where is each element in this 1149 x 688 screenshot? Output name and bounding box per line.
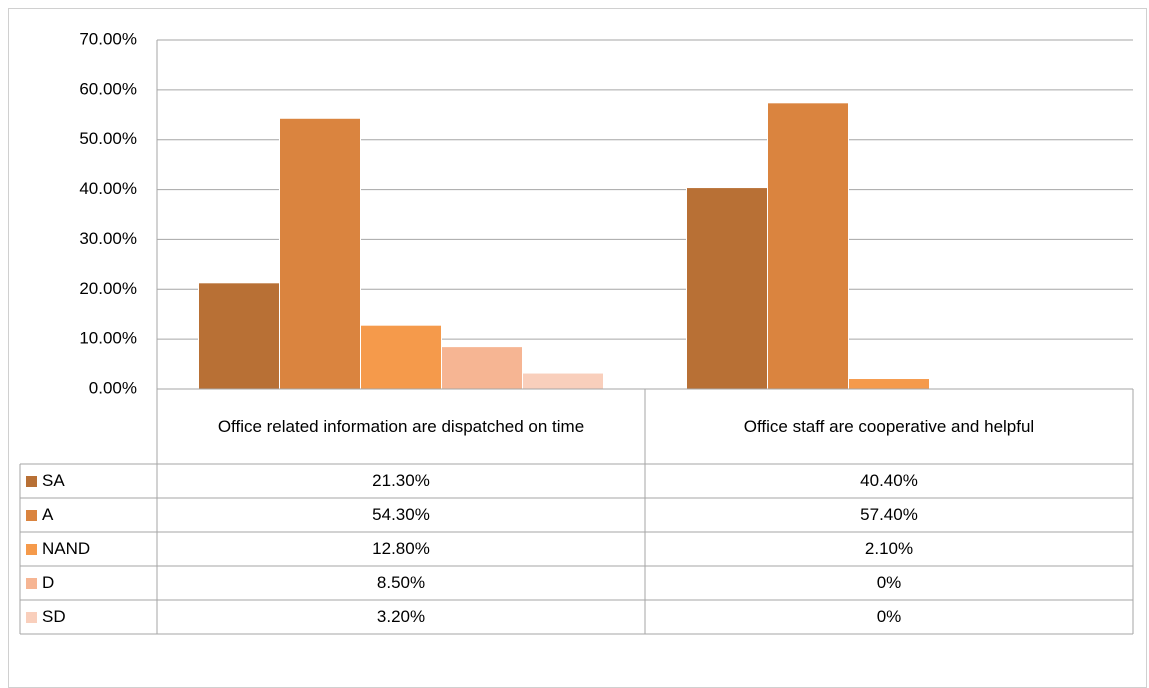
legend-swatch — [26, 475, 37, 487]
data-label: 54.30% — [372, 505, 430, 524]
bar — [767, 102, 849, 390]
y-tick-label: 40.00% — [79, 179, 137, 198]
data-label: 8.50% — [376, 573, 426, 592]
bar — [848, 378, 930, 390]
legend-swatch — [26, 611, 37, 623]
data-label: 40.40% — [860, 471, 918, 490]
y-tick-label: 30.00% — [79, 229, 137, 248]
legend-label: NAND — [42, 539, 91, 558]
data-label: 3.20% — [376, 607, 426, 626]
legend-label: SA — [42, 471, 65, 490]
legend-entry: A — [20, 498, 157, 532]
legend-entry: D — [20, 566, 157, 600]
legend-entry: NAND — [20, 532, 157, 566]
data-label: 2.10% — [864, 539, 914, 558]
y-tick-label: 60.00% — [79, 79, 137, 98]
y-tick-label: 20.00% — [79, 279, 137, 298]
y-tick-label: 70.00% — [79, 29, 137, 48]
legend-swatch — [26, 543, 37, 555]
bar — [686, 187, 768, 390]
y-tick-label: 0.00% — [89, 378, 137, 397]
category-label: Office related information are dispatche… — [217, 416, 585, 436]
data-label: 57.40% — [860, 505, 918, 524]
legend-label: D — [42, 573, 55, 592]
bar — [441, 346, 523, 390]
bar — [279, 117, 361, 390]
data-label: 21.30% — [372, 471, 430, 490]
category-label: Office staff are cooperative and helpful — [743, 416, 1035, 436]
legend-swatch — [26, 577, 37, 589]
y-tick-label: 50.00% — [79, 129, 137, 148]
data-label: 0% — [876, 607, 902, 626]
legend-entry: SA — [20, 464, 157, 498]
legend-swatch — [26, 509, 37, 521]
data-label: 0% — [876, 573, 902, 592]
legend-label: A — [42, 505, 54, 524]
data-label: 12.80% — [372, 539, 430, 558]
bar — [360, 324, 442, 390]
bar — [198, 282, 280, 390]
legend-label: SD — [42, 607, 66, 626]
y-tick-label: 10.00% — [79, 329, 137, 348]
legend-entry: SD — [20, 600, 157, 634]
bar — [522, 372, 604, 390]
